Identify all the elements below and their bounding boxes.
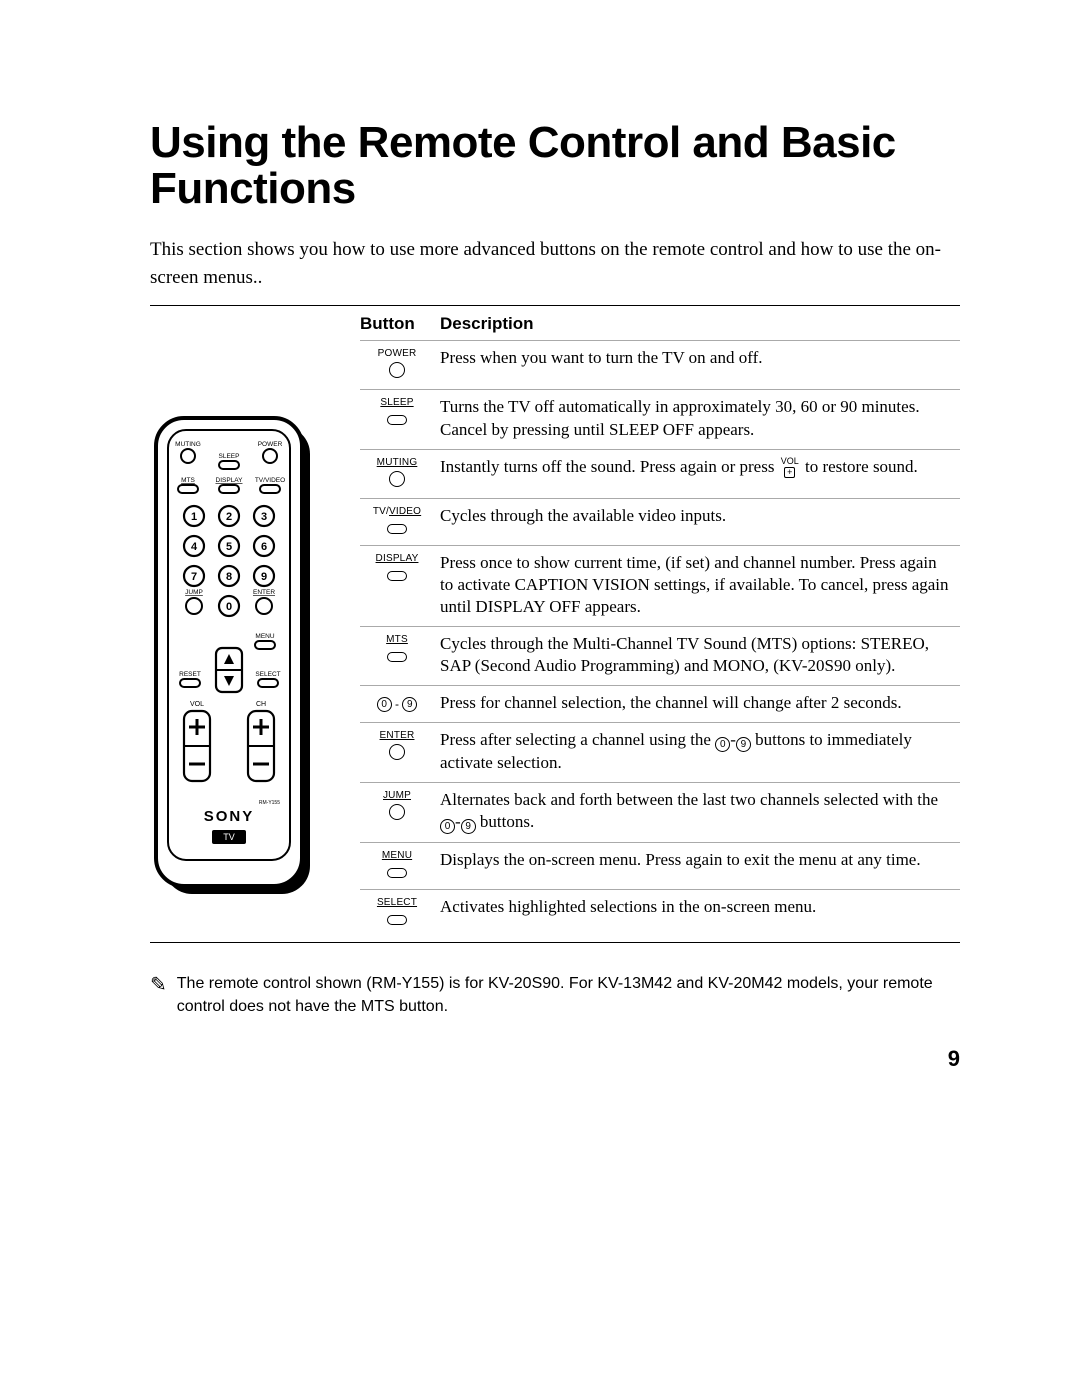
svg-text:MENU: MENU	[255, 633, 274, 640]
footnote: ✎ The remote control shown (RM-Y155) is …	[150, 973, 960, 1018]
description-cell: Press when you want to turn the TV on an…	[440, 341, 960, 390]
remote-illustration-column: MUTING POWER SLEEP MTS DISPLAY TV/VIDEO …	[150, 306, 330, 901]
description-cell: Turns the TV off automatically in approx…	[440, 390, 960, 449]
svg-text:0: 0	[226, 601, 232, 613]
table-row: SLEEPTurns the TV off automatically in a…	[360, 390, 960, 449]
table-row: TV/VIDEOCycles through the available vid…	[360, 498, 960, 545]
table-row: JUMPAlternates back and forth between th…	[360, 783, 960, 843]
svg-text:CH: CH	[256, 701, 266, 708]
page-number: 9	[150, 1046, 960, 1072]
description-cell: Displays the on-screen menu. Press again…	[440, 843, 960, 890]
svg-text:6: 6	[261, 541, 267, 553]
table-row: MENUDisplays the on-screen menu. Press a…	[360, 843, 960, 890]
table-row: MUTINGInstantly turns off the sound. Pre…	[360, 449, 960, 498]
svg-text:MUTING: MUTING	[175, 441, 201, 448]
table-row: POWERPress when you want to turn the TV …	[360, 341, 960, 390]
table-row: MTSCycles through the Multi-Channel TV S…	[360, 626, 960, 685]
svg-text:RESET: RESET	[179, 671, 201, 678]
svg-text:SONY: SONY	[204, 808, 255, 825]
button-cell: DISPLAY	[360, 545, 440, 626]
svg-text:SELECT: SELECT	[255, 671, 280, 678]
svg-text:VOL: VOL	[190, 701, 204, 708]
pencil-note-icon: ✎	[150, 975, 167, 1018]
col-description: Description	[440, 306, 960, 341]
description-cell: Cycles through the available video input…	[440, 498, 960, 545]
button-cell: SLEEP	[360, 390, 440, 449]
svg-text:4: 4	[191, 541, 198, 553]
col-button: Button	[360, 306, 440, 341]
svg-text:MTS: MTS	[181, 477, 195, 484]
button-cell: MENU	[360, 843, 440, 890]
description-cell: Instantly turns off the sound. Press aga…	[440, 449, 960, 498]
svg-text:SLEEP: SLEEP	[219, 453, 240, 460]
page-title: Using the Remote Control and Basic Funct…	[150, 120, 960, 212]
button-cell: TV/VIDEO	[360, 498, 440, 545]
svg-text:TV/VIDEO: TV/VIDEO	[255, 477, 285, 484]
svg-text:9: 9	[261, 571, 267, 583]
remote-illustration: MUTING POWER SLEEP MTS DISPLAY TV/VIDEO …	[150, 416, 315, 901]
svg-text:ENTER: ENTER	[253, 589, 275, 596]
svg-text:2: 2	[226, 511, 232, 523]
svg-text:1: 1	[191, 511, 197, 523]
content-row: MUTING POWER SLEEP MTS DISPLAY TV/VIDEO …	[150, 305, 960, 943]
button-cell: JUMP	[360, 783, 440, 843]
table-row: ENTERPress after selecting a channel usi…	[360, 723, 960, 783]
description-cell: Press after selecting a channel using th…	[440, 723, 960, 783]
svg-text:8: 8	[226, 571, 232, 583]
button-cell: SELECT	[360, 890, 440, 937]
description-cell: Cycles through the Multi-Channel TV Soun…	[440, 626, 960, 685]
button-table: Button Description POWERPress when you w…	[360, 306, 960, 936]
button-cell: ENTER	[360, 723, 440, 783]
footnote-text: The remote control shown (RM-Y155) is fo…	[177, 973, 950, 1018]
svg-text:DISPLAY: DISPLAY	[216, 477, 244, 484]
intro-text: This section shows you how to use more a…	[150, 236, 960, 291]
description-cell: Press once to show current time, (if set…	[440, 545, 960, 626]
button-cell: MUTING	[360, 449, 440, 498]
svg-text:JUMP: JUMP	[185, 589, 203, 596]
svg-text:5: 5	[226, 541, 232, 553]
table-row: DISPLAYPress once to show current time, …	[360, 545, 960, 626]
svg-text:7: 7	[191, 571, 197, 583]
description-cell: Activates highlighted selections in the …	[440, 890, 960, 937]
description-cell: Press for channel selection, the channel…	[440, 686, 960, 723]
table-row: 0 - 9Press for channel selection, the ch…	[360, 686, 960, 723]
button-cell: MTS	[360, 626, 440, 685]
svg-text:TV: TV	[223, 832, 235, 842]
svg-text:POWER: POWER	[258, 441, 283, 448]
svg-text:RM-Y155: RM-Y155	[259, 800, 280, 806]
button-cell: POWER	[360, 341, 440, 390]
button-cell: 0 - 9	[360, 686, 440, 723]
svg-text:3: 3	[261, 511, 267, 523]
table-row: SELECTActivates highlighted selections i…	[360, 890, 960, 937]
description-cell: Alternates back and forth between the la…	[440, 783, 960, 843]
